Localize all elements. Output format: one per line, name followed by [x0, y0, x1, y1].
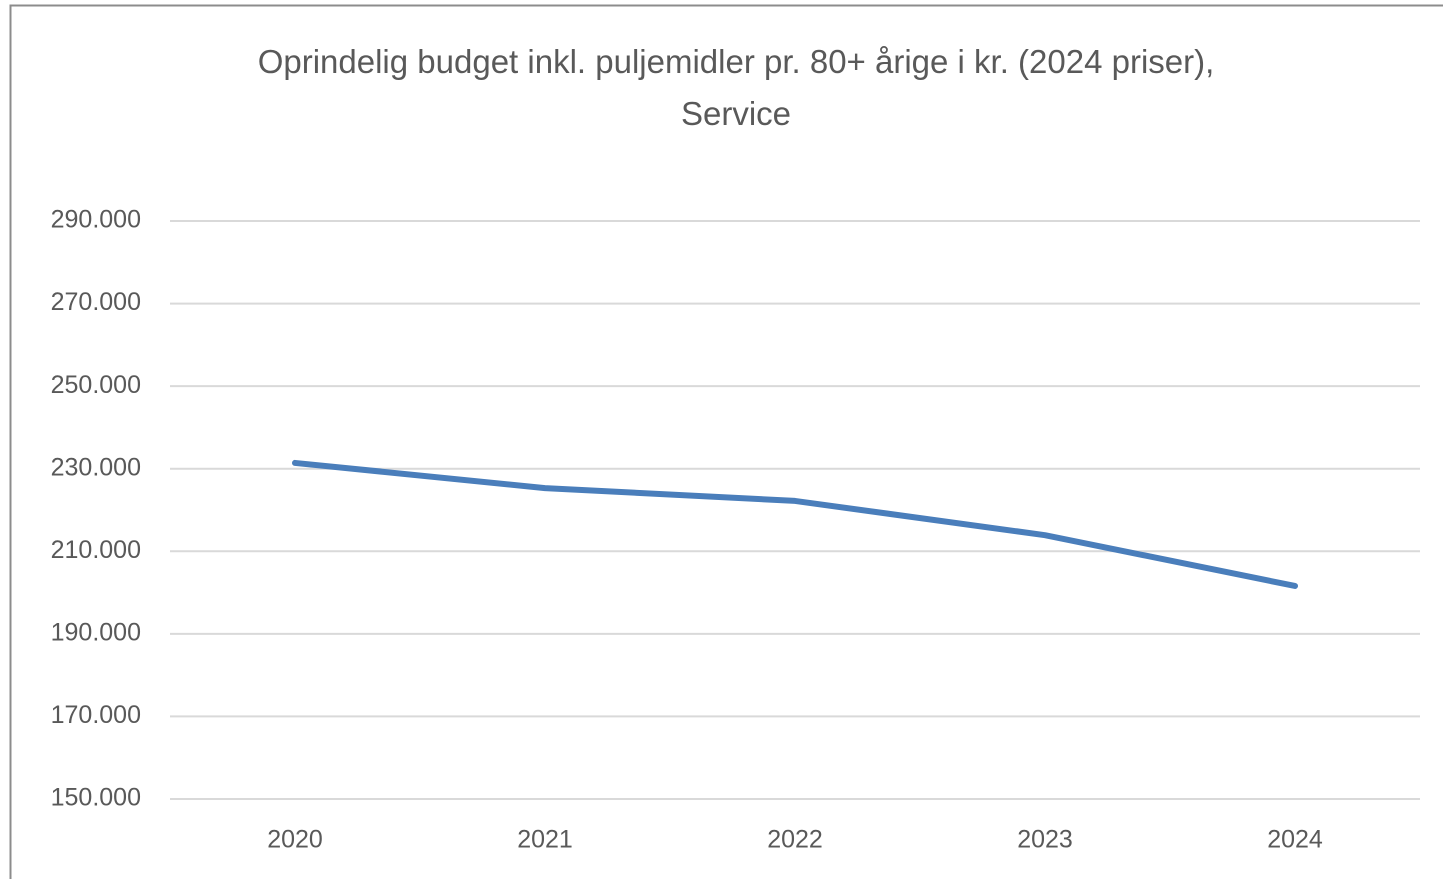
x-tick-label: 2024	[1267, 826, 1323, 854]
y-tick-label: 150.000	[51, 784, 141, 812]
y-tick-label: 210.000	[51, 536, 141, 564]
chart-border	[9, 4, 1443, 879]
y-tick-label: 230.000	[51, 453, 141, 481]
x-tick-label: 2021	[517, 826, 573, 854]
y-tick-label: 290.000	[51, 206, 141, 234]
y-tick-label: 190.000	[51, 618, 141, 646]
y-tick-label: 270.000	[51, 288, 141, 316]
x-tick-label: 2023	[1017, 826, 1073, 854]
y-tick-label: 170.000	[51, 701, 141, 729]
x-tick-label: 2022	[767, 826, 823, 854]
y-tick-label: 250.000	[51, 371, 141, 399]
chart-title: Oprindelig budget inkl. puljemidler pr. …	[257, 43, 1215, 132]
x-tick-label: 2020	[267, 826, 323, 854]
line-series	[292, 459, 1298, 589]
